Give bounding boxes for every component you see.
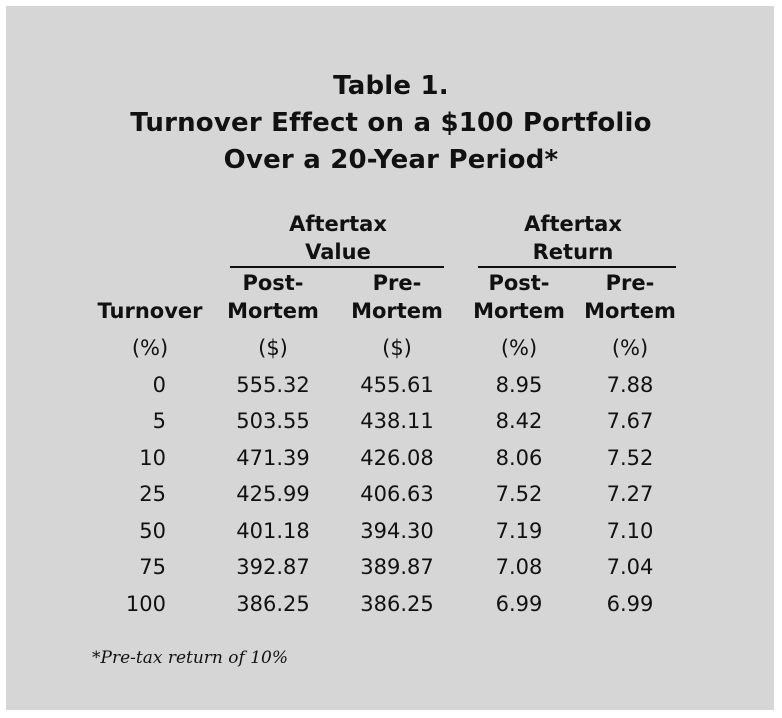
unit-turnover: (%) bbox=[131, 336, 169, 360]
cell-return-pre: 7.88 bbox=[606, 373, 654, 397]
cell-return-post: 7.08 bbox=[495, 555, 543, 579]
group-rule-return bbox=[478, 266, 676, 268]
cell-value-pre: 455.61 bbox=[360, 373, 434, 397]
cell-turnover: 50 bbox=[139, 519, 166, 543]
unit-return-pre: (%) bbox=[611, 336, 649, 360]
table-title-line1: Table 1. bbox=[333, 71, 449, 101]
col-header-return-pre-line1: Pre- bbox=[605, 271, 655, 295]
cell-value-pre: 386.25 bbox=[360, 592, 434, 616]
unit-return-post: (%) bbox=[500, 336, 538, 360]
cell-return-pre: 7.27 bbox=[606, 482, 654, 506]
cell-value-post: 386.25 bbox=[236, 592, 310, 616]
group-header-value-line2: Value bbox=[305, 240, 371, 264]
unit-value-post: ($) bbox=[258, 336, 288, 360]
cell-return-post: 8.06 bbox=[495, 446, 543, 470]
cell-return-post: 7.19 bbox=[495, 519, 543, 543]
table-panel: Table 1. Turnover Effect on a $100 Portf… bbox=[6, 6, 774, 710]
col-header-return-pre-line2: Mortem bbox=[584, 299, 676, 323]
col-header-return-post-line1: Post- bbox=[488, 271, 550, 295]
cell-value-pre: 389.87 bbox=[360, 555, 434, 579]
cell-return-post: 7.52 bbox=[495, 482, 543, 506]
col-header-value-pre-line2: Mortem bbox=[351, 299, 443, 323]
cell-value-pre: 394.30 bbox=[360, 519, 434, 543]
col-header-return-post-line2: Mortem bbox=[473, 299, 565, 323]
group-header-return-line2: Return bbox=[532, 240, 614, 264]
col-header-turnover: Turnover bbox=[97, 299, 203, 323]
col-header-value-post-line1: Post- bbox=[242, 271, 304, 295]
cell-return-pre: 7.67 bbox=[606, 409, 654, 433]
group-header-return-line1: Aftertax bbox=[524, 212, 622, 236]
col-header-value-pre-line1: Pre- bbox=[372, 271, 422, 295]
cell-return-pre: 7.52 bbox=[606, 446, 654, 470]
cell-value-pre: 406.63 bbox=[360, 482, 434, 506]
table-title-line3: Over a 20-Year Period* bbox=[223, 145, 559, 175]
cell-value-post: 503.55 bbox=[236, 409, 310, 433]
cell-turnover: 25 bbox=[139, 482, 166, 506]
cell-value-post: 555.32 bbox=[236, 373, 310, 397]
cell-return-pre: 7.04 bbox=[606, 555, 654, 579]
col-header-value-post-line2: Mortem bbox=[227, 299, 319, 323]
cell-turnover: 10 bbox=[139, 446, 166, 470]
cell-turnover: 100 bbox=[125, 592, 166, 616]
cell-value-pre: 426.08 bbox=[360, 446, 434, 470]
cell-value-pre: 438.11 bbox=[360, 409, 434, 433]
cell-value-post: 471.39 bbox=[236, 446, 310, 470]
table-title-line2: Turnover Effect on a $100 Portfolio bbox=[130, 108, 652, 138]
cell-return-pre: 6.99 bbox=[606, 592, 654, 616]
cell-turnover: 5 bbox=[152, 409, 166, 433]
group-rule-value bbox=[230, 266, 444, 268]
cell-return-post: 8.42 bbox=[495, 409, 543, 433]
group-header-value-line1: Aftertax bbox=[289, 212, 387, 236]
footnote: *Pre-tax return of 10% bbox=[92, 648, 288, 668]
cell-value-post: 425.99 bbox=[236, 482, 310, 506]
cell-value-post: 392.87 bbox=[236, 555, 310, 579]
unit-value-pre: ($) bbox=[382, 336, 412, 360]
cell-value-post: 401.18 bbox=[236, 519, 310, 543]
cell-turnover: 75 bbox=[139, 555, 166, 579]
cell-return-post: 6.99 bbox=[495, 592, 543, 616]
cell-turnover: 0 bbox=[152, 373, 166, 397]
cell-return-pre: 7.10 bbox=[606, 519, 654, 543]
cell-return-post: 8.95 bbox=[495, 373, 543, 397]
